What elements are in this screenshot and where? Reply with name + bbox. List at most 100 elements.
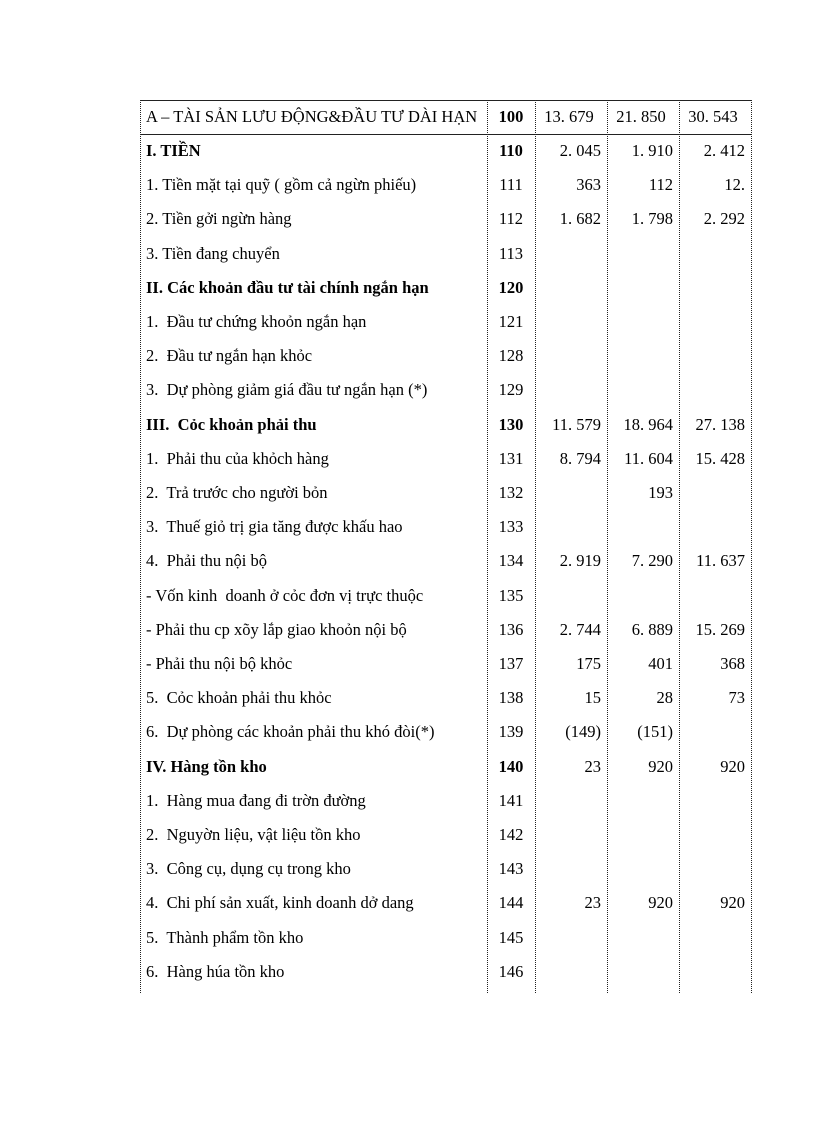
row-code: 110 [499, 141, 523, 160]
row-code: 130 [498, 414, 524, 434]
row-code: 135 [498, 585, 524, 605]
column-line [679, 100, 680, 993]
row-label: 3. Dự phòng giảm giá đầu tư ngắn hạn (*) [146, 380, 428, 400]
row-label: A – TÀI SẢN LƯU ĐỘNG&ĐẦU TƯ DÀI HẠN [146, 107, 478, 126]
row-value: 21. 850 [616, 107, 666, 126]
row-label: 3. Thuế giỏ trị gia tăng được khấu hao [146, 517, 403, 537]
row-code: 134 [498, 551, 524, 571]
row-label: 1. Đầu tư chứng khoỏn ngắn hạn [146, 312, 367, 331]
row-label: - Vốn kinh doanh ở cỏc đơn vị trực thuộc [146, 585, 424, 605]
row-value: 920 [720, 756, 745, 776]
row-code: 120 [498, 277, 524, 297]
row-value: (151) [637, 722, 673, 742]
column-line [535, 100, 536, 993]
row-label: 2. Tiền gởi ngừn hàng [146, 209, 292, 229]
row-value: 363 [576, 175, 601, 195]
row-code: 142 [498, 825, 524, 844]
row-value: 30. 543 [688, 107, 738, 126]
row-label: - Phải thu cp xõy lắp giao khoỏn nội bộ [146, 619, 407, 639]
row-value: 1. 798 [631, 209, 673, 229]
row-value: 112 [648, 175, 673, 195]
row-label: 4. Phải thu nội bộ [146, 551, 268, 571]
row-code: 131 [498, 448, 524, 468]
row-value: 2. 045 [559, 141, 601, 160]
row-code: 112 [498, 209, 524, 229]
row-label: III. Cỏc khoản phải thu [146, 414, 317, 434]
row-value: 23 [584, 893, 602, 913]
row-code: 113 [498, 243, 524, 263]
row-value: 920 [648, 756, 673, 776]
row-label: 1. Hàng mua đang đi trờn đường [146, 790, 366, 810]
row-value: 15 [584, 688, 602, 708]
row-value: 27. 138 [695, 414, 746, 434]
row-label: 1. Phải thu của khỏch hàng [146, 448, 329, 468]
row-code: 141 [498, 790, 524, 810]
row-code: 137 [498, 654, 524, 673]
row-value: 2. 292 [703, 209, 745, 229]
row-code: 128 [498, 346, 524, 366]
row-value: 18. 964 [623, 414, 674, 434]
row-value: 2. 919 [559, 551, 601, 571]
row-value: 7. 290 [631, 551, 673, 571]
row-value: 11. 604 [624, 448, 673, 468]
row-code: 133 [498, 517, 524, 537]
row-value: 920 [720, 893, 745, 913]
row-label: 2. Trả trước cho người bỏn [146, 483, 328, 502]
row-line [140, 134, 751, 135]
column-line [140, 100, 141, 993]
row-label: 5. Cỏc khoản phải thu khỏc [146, 688, 332, 708]
row-value: 8. 794 [559, 448, 601, 468]
row-value: 1. 682 [559, 209, 601, 229]
row-value: 193 [648, 483, 673, 502]
column-line [607, 100, 608, 993]
row-label: 5. Thành phẩm tồn kho [146, 927, 304, 947]
row-value: 15. 269 [695, 619, 746, 639]
row-code: 146 [498, 961, 524, 981]
row-value: 12. [724, 175, 745, 195]
row-label: 2. Nguyờn liệu, vật liệu tồn kho [146, 825, 361, 844]
row-label: 2. Đầu tư ngắn hạn khỏc [146, 346, 313, 366]
row-value: 23 [584, 756, 602, 776]
row-value: 920 [648, 893, 673, 913]
row-code: 145 [498, 927, 524, 947]
row-label: 6. Hàng húa tồn kho [146, 961, 285, 981]
row-value: 401 [648, 654, 673, 673]
row-value: 1. 910 [631, 141, 673, 160]
row-value: 11. 579 [552, 414, 601, 434]
row-value: 2. 744 [559, 619, 601, 639]
row-value: 368 [720, 654, 745, 673]
row-value: 11. 637 [696, 551, 745, 571]
row-code: 138 [498, 688, 524, 708]
column-line [487, 100, 488, 993]
row-code: 132 [498, 483, 524, 502]
row-code: 100 [498, 107, 524, 126]
row-label: 4. Chi phí sản xuất, kinh doanh dở dang [146, 893, 414, 913]
row-code: 129 [498, 380, 524, 400]
row-label: IV. Hàng tồn kho [146, 756, 267, 776]
row-line [140, 100, 751, 101]
row-code: 143 [498, 859, 524, 879]
row-value: 6. 889 [631, 619, 673, 639]
row-label: II. Các khoản đầu tư tài chính ngắn hạn [146, 277, 429, 297]
row-code: 121 [498, 312, 524, 331]
row-value: 175 [576, 654, 601, 673]
column-line [751, 100, 752, 993]
row-value: (149) [565, 722, 601, 742]
row-value: 13. 679 [544, 107, 594, 126]
row-label: 3. Tiền đang chuyển [146, 243, 280, 263]
row-code: 140 [498, 756, 524, 776]
row-label: I. TIỀN [146, 141, 201, 160]
row-code: 136 [498, 619, 524, 639]
row-value: 28 [656, 688, 674, 708]
row-label: 3. Công cụ, dụng cụ trong kho [146, 859, 351, 879]
row-label: 6. Dự phòng các khoản phải thu khó đòi(*… [146, 722, 435, 742]
row-value: 15. 428 [695, 448, 746, 468]
row-code: 139 [498, 722, 524, 742]
row-code: 144 [498, 893, 524, 913]
row-label: 1. Tiền mặt tại quỹ ( gồm cả ngừn phiếu) [146, 175, 417, 195]
row-code: 111 [499, 175, 523, 195]
row-label: - Phải thu nội bộ khỏc [146, 654, 293, 673]
row-value: 73 [728, 688, 746, 708]
row-value: 2. 412 [703, 141, 745, 160]
